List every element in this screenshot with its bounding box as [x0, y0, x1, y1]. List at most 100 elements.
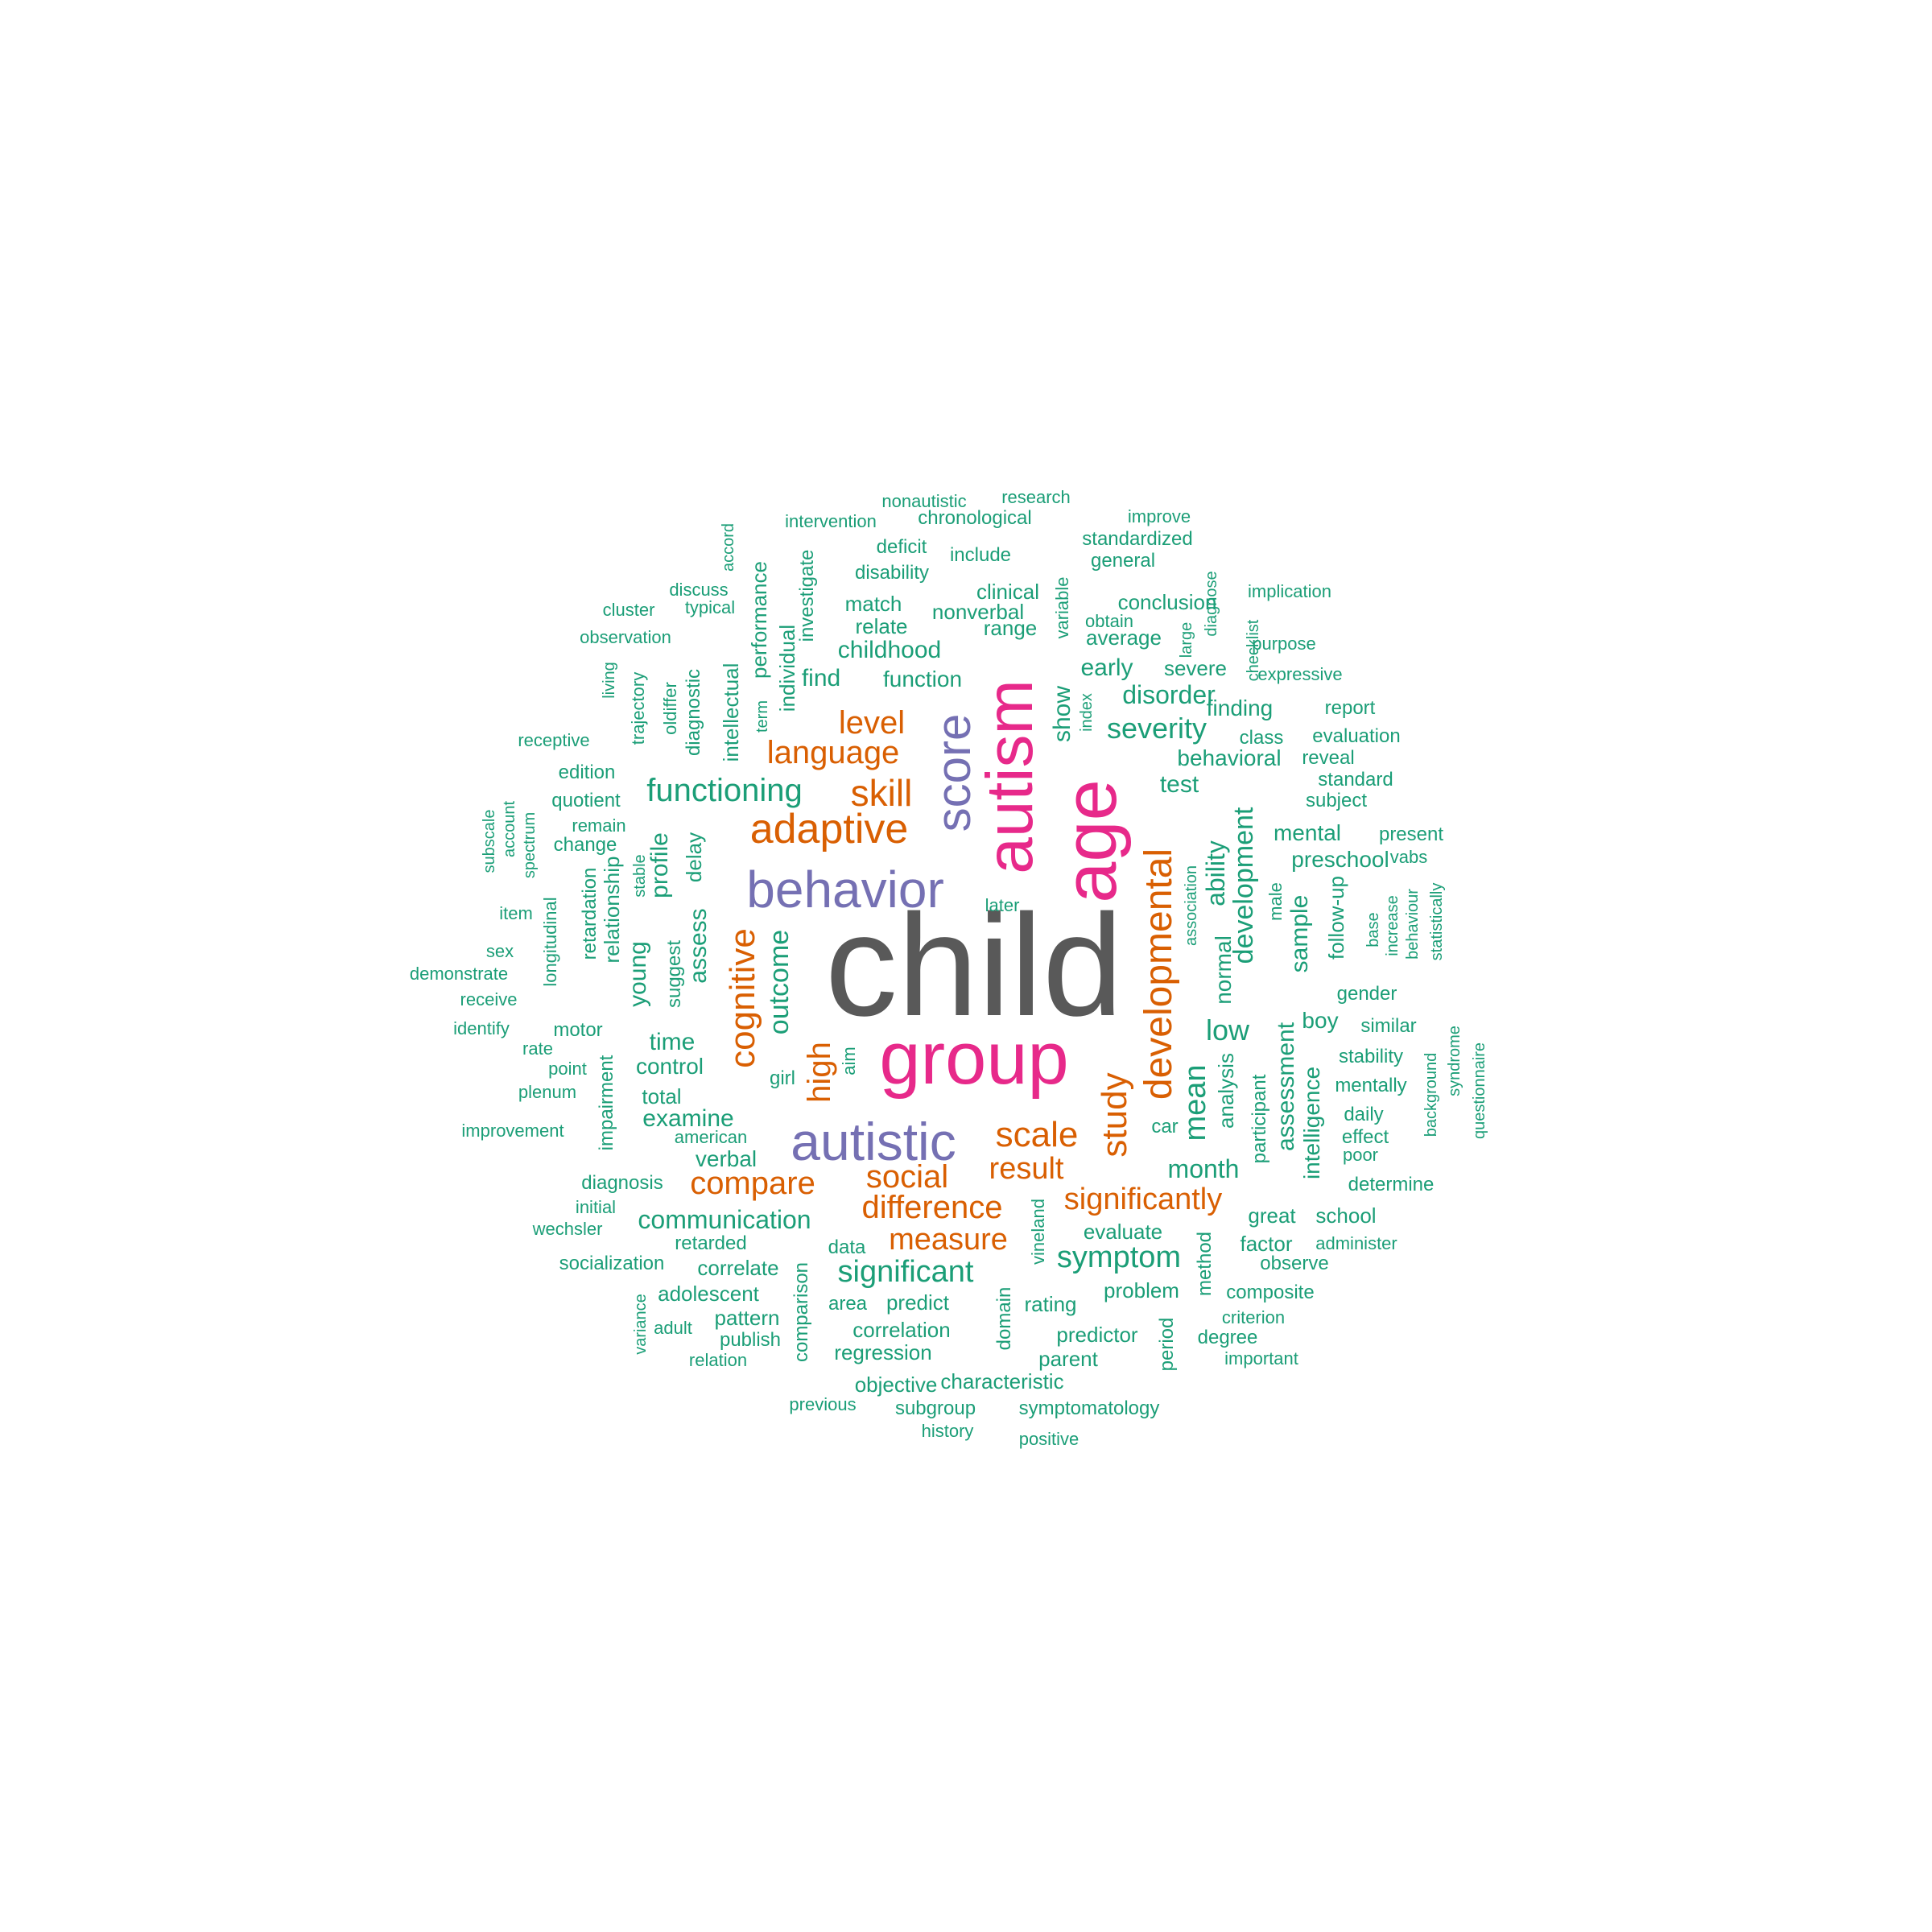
word-retardation: retardation	[579, 867, 601, 960]
word-assess: assess	[685, 908, 712, 984]
word-edition: edition	[558, 762, 616, 783]
word-predict: predict	[886, 1290, 950, 1315]
word-receptive: receptive	[518, 730, 590, 750]
word-american: american	[674, 1127, 748, 1147]
word-variance: variance	[632, 1294, 650, 1355]
word-study: study	[1095, 1072, 1134, 1158]
word-expressive: expressive	[1257, 664, 1343, 684]
word-analysis: analysis	[1214, 1053, 1238, 1129]
word-relate: relate	[855, 614, 908, 638]
word-finding: finding	[1206, 696, 1274, 720]
word-syndrome: syndrome	[1446, 1026, 1463, 1096]
word-publish: publish	[719, 1329, 782, 1351]
word-stability: stability	[1338, 1046, 1404, 1067]
word-effect: effect	[1341, 1126, 1389, 1148]
word-difference: difference	[861, 1190, 1003, 1225]
word-domain: domain	[993, 1286, 1015, 1351]
word-social: social	[865, 1159, 949, 1195]
word-motor: motor	[553, 1019, 603, 1041]
word-account: account	[501, 800, 518, 858]
word-score: score	[927, 713, 980, 832]
word-regression: regression	[834, 1340, 932, 1364]
word-receive: receive	[460, 989, 518, 1009]
word-living: living	[601, 662, 618, 699]
word-research: research	[1001, 487, 1071, 507]
word-mental: mental	[1273, 820, 1342, 845]
word-symptomatology: symptomatology	[1018, 1397, 1160, 1419]
word-function: function	[882, 667, 963, 691]
word-sex: sex	[485, 941, 514, 961]
word-car: car	[1151, 1116, 1179, 1137]
word-autism: autism	[973, 679, 1046, 874]
word-initial: initial	[575, 1197, 617, 1217]
word-disability: disability	[854, 562, 930, 584]
word-find: find	[801, 665, 841, 691]
word-functioning: functioning	[646, 773, 803, 808]
word-investigate: investigate	[796, 549, 818, 642]
word-include: include	[949, 544, 1012, 566]
word-intellectual: intellectual	[719, 663, 743, 762]
word-preschool: preschool	[1291, 847, 1389, 872]
word-range: range	[983, 616, 1038, 640]
word-observation: observation	[580, 627, 671, 647]
word-retarded: retarded	[675, 1232, 747, 1254]
word-rate: rate	[522, 1038, 553, 1059]
word-factor: factor	[1240, 1232, 1293, 1256]
word-scale: scale	[995, 1115, 1079, 1154]
word-predictor: predictor	[1056, 1323, 1138, 1347]
word-great: great	[1248, 1203, 1296, 1228]
word-intervention: intervention	[785, 511, 877, 531]
word-individual: individual	[775, 624, 799, 712]
word-autistic: autistic	[791, 1112, 956, 1171]
word-point: point	[548, 1059, 587, 1079]
word-large: large	[1178, 621, 1195, 658]
word-improvement: improvement	[461, 1121, 564, 1141]
word-chronological: chronological	[918, 507, 1032, 529]
word-administer: administer	[1315, 1233, 1397, 1253]
word-early: early	[1080, 654, 1133, 681]
word-implication: implication	[1248, 581, 1331, 601]
word-history: history	[921, 1421, 974, 1441]
word-ability: ability	[1201, 840, 1230, 906]
word-variable: variable	[1052, 576, 1072, 639]
word-poor: poor	[1342, 1145, 1379, 1165]
word-deficit: deficit	[876, 536, 927, 558]
word-delay: delay	[682, 832, 706, 883]
word-method: method	[1194, 1231, 1216, 1297]
word-communication: communication	[638, 1205, 811, 1234]
word-spectrum: spectrum	[521, 811, 539, 879]
word-questionnaire: questionnaire	[1471, 1042, 1488, 1140]
word-remain: remain	[572, 815, 626, 836]
word-vabs: vabs	[1389, 847, 1428, 867]
word-relationship: relationship	[600, 856, 624, 964]
word-suggest: suggest	[663, 939, 685, 1009]
word-obtain: obtain	[1085, 611, 1133, 631]
word-wechsler: wechsler	[532, 1219, 603, 1239]
word-criterion: criterion	[1221, 1307, 1286, 1327]
word-subscale: subscale	[481, 809, 498, 873]
word-month: month	[1167, 1154, 1240, 1183]
word-performance: performance	[747, 561, 771, 679]
word-test: test	[1159, 771, 1199, 798]
word-result: result	[989, 1152, 1064, 1186]
word-base: base	[1364, 912, 1382, 947]
word-standardized: standardized	[1082, 528, 1193, 550]
word-girl: girl	[769, 1067, 796, 1089]
word-child: child	[824, 885, 1124, 1046]
word-profile: profile	[646, 832, 673, 898]
word-diagnostic: diagnostic	[683, 668, 704, 757]
word-behavior: behavior	[746, 861, 944, 919]
word-subject: subject	[1305, 790, 1368, 811]
word-participant: participant	[1249, 1074, 1270, 1164]
word-adaptive: adaptive	[749, 806, 909, 852]
word-behaviour: behaviour	[1404, 889, 1422, 960]
word-quotient: quotient	[551, 790, 621, 811]
word-previous: previous	[789, 1394, 857, 1414]
word-similar: similar	[1360, 1015, 1417, 1037]
word-present: present	[1378, 824, 1444, 845]
word-age: age	[1050, 779, 1132, 903]
word-cognitive: cognitive	[723, 928, 762, 1068]
word-time: time	[649, 1029, 696, 1055]
word-show: show	[1049, 685, 1075, 743]
word-data: data	[828, 1236, 866, 1258]
